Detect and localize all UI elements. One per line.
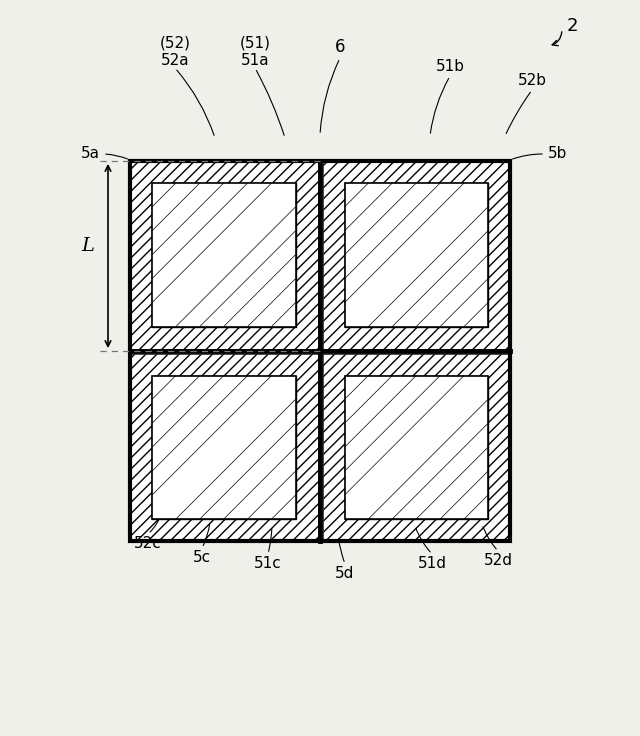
Text: 52d: 52d — [483, 553, 513, 568]
Bar — [323, 161, 510, 349]
Bar — [152, 183, 296, 327]
Bar — [152, 183, 296, 327]
Text: 51a: 51a — [241, 53, 269, 68]
Bar — [130, 161, 317, 349]
Bar — [344, 183, 488, 327]
Bar — [344, 375, 488, 519]
Text: (51): (51) — [239, 36, 271, 51]
Text: 52b: 52b — [518, 73, 547, 88]
Bar — [344, 375, 488, 519]
Bar — [344, 183, 488, 327]
Bar — [323, 353, 510, 541]
Bar — [344, 375, 488, 519]
Bar — [152, 183, 296, 327]
Text: L: L — [81, 237, 95, 255]
Text: 51b: 51b — [435, 59, 465, 74]
Bar — [152, 375, 296, 519]
Text: 2: 2 — [566, 17, 578, 35]
Text: 5d: 5d — [335, 566, 355, 581]
Text: 51c: 51c — [254, 556, 282, 571]
Text: 5a: 5a — [81, 146, 100, 161]
Text: (52): (52) — [159, 36, 191, 51]
Text: 51d: 51d — [417, 556, 447, 571]
Bar — [152, 375, 296, 519]
Text: 5b: 5b — [548, 146, 568, 161]
Text: 52c: 52c — [134, 536, 162, 551]
Text: 52a: 52a — [161, 53, 189, 68]
Text: 6: 6 — [335, 38, 345, 56]
Bar — [152, 375, 296, 519]
Bar — [344, 183, 488, 327]
Bar — [130, 161, 510, 541]
Bar — [130, 353, 317, 541]
Bar — [130, 161, 510, 541]
Text: 5c: 5c — [193, 550, 211, 565]
